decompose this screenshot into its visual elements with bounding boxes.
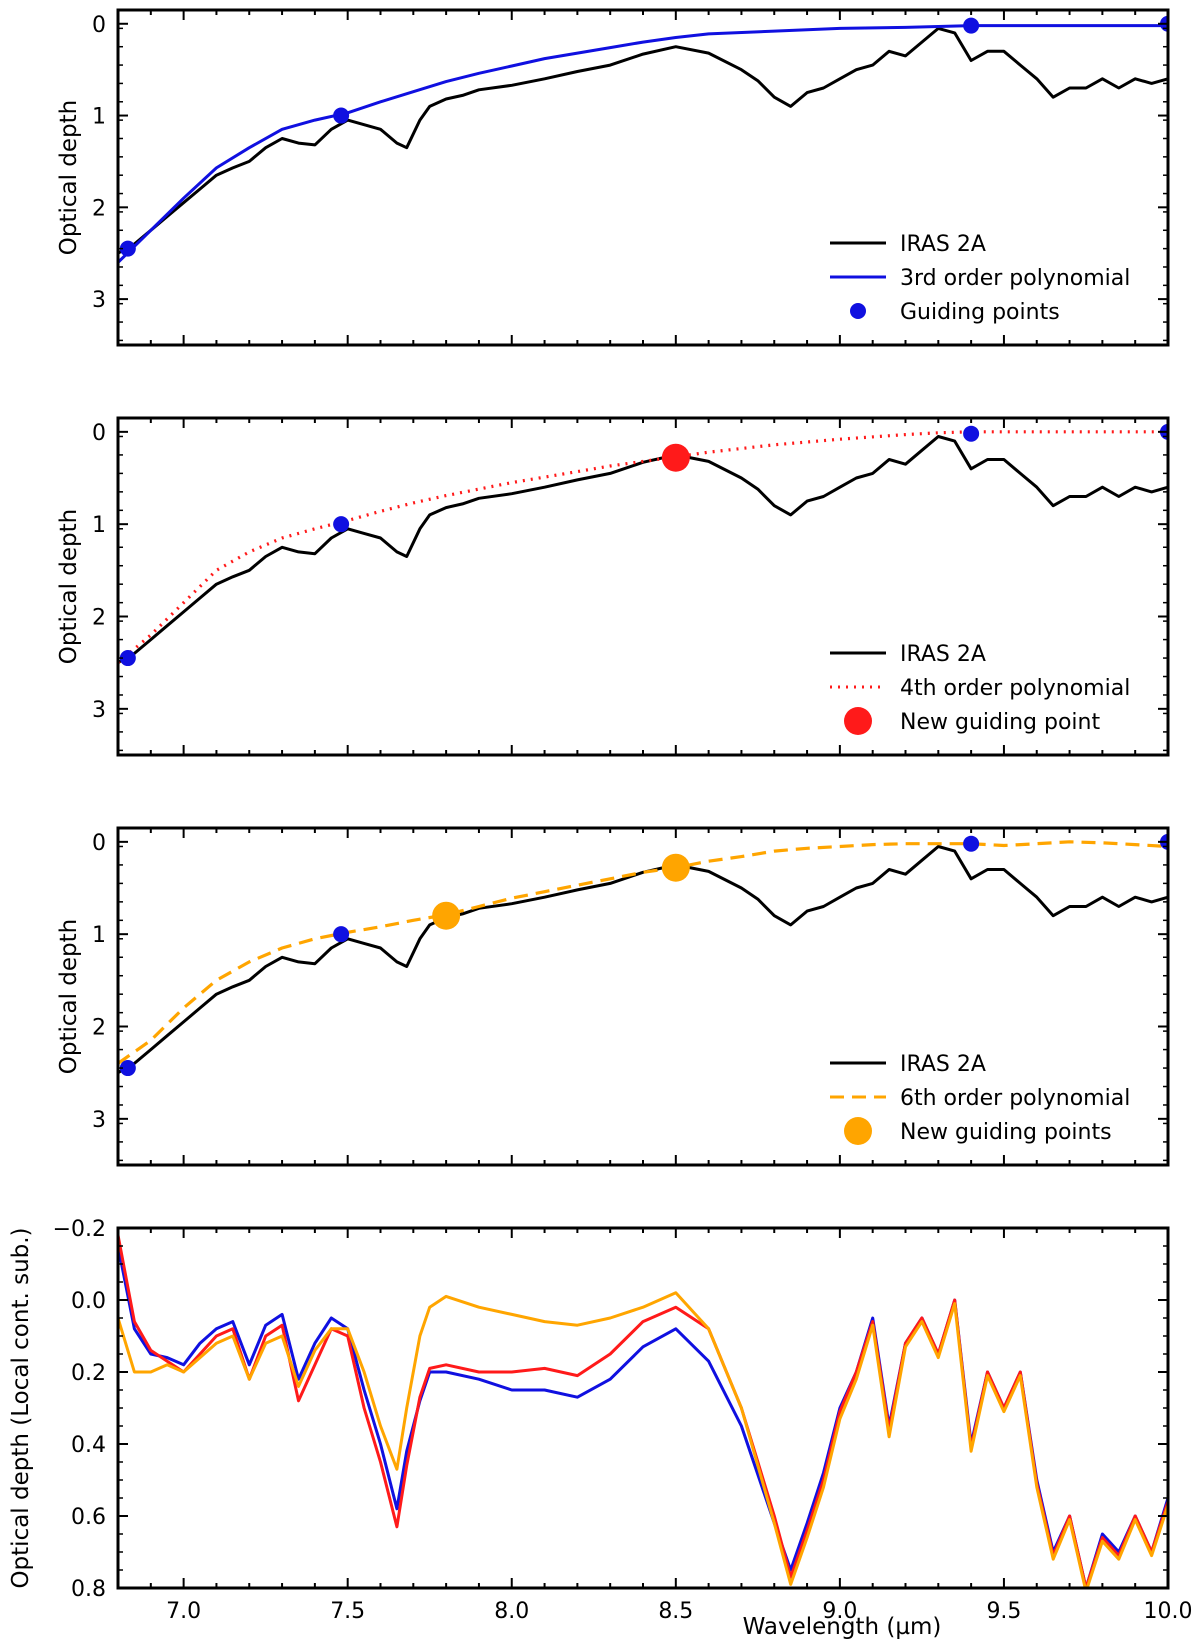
legend-label: Guiding points (900, 300, 1060, 325)
x-tick-label: 9.0 (822, 1599, 857, 1624)
legend: IRAS 2A 3rd order polynomial Guiding point… (830, 232, 1130, 325)
plot-area (118, 423, 1168, 667)
series-line-iras-2a (118, 845, 1168, 1075)
legend-marker (844, 1117, 872, 1145)
panel-4: 7.0 7.5 8.0 8.5 9.0 9.5 10.0 −0.2 0.0 0.2 0.4 0.6 0.… (8, 1217, 1192, 1624)
guiding-point-2 (333, 107, 350, 124)
series-line-4th-order-polynomial (118, 430, 1168, 664)
legend: IRAS 2A 4th order polynomial New guiding p… (830, 642, 1130, 735)
x-tick-label: 7.0 (166, 1599, 201, 1624)
axes-frame (116, 826, 1170, 1167)
panel-2: 0 1 2 3 Optical depth IRAS 2A 4th order polyno… (56, 416, 1170, 757)
y-tick-label: 0.2 (71, 1361, 106, 1386)
y-tick-label: 1 (92, 923, 106, 948)
x-tick-label: 10.0 (1144, 1599, 1193, 1624)
guiding-point-2 (333, 926, 350, 943)
guiding-point-3 (963, 425, 980, 442)
x-tick-label: 7.5 (330, 1599, 365, 1624)
series-line-4th-order-subtracted (118, 1234, 1168, 1588)
plot-area (118, 1234, 1168, 1588)
y-tick-label: 3 (92, 698, 106, 723)
panel-1: 0 1 2 3 Optical depth IRAS 2A 3rd order polyno… (56, 8, 1170, 347)
legend-label: New guiding points (900, 1120, 1112, 1145)
y-tick-label: 3 (92, 1108, 106, 1133)
legend-label: 4th order polynomial (900, 676, 1130, 701)
y-tick-label: 2 (92, 606, 106, 631)
panel-3: 0 1 2 3 Optical depth IRAS 2A 6th order polyno… (56, 826, 1170, 1167)
x-tick-label: 9.5 (986, 1599, 1021, 1624)
legend-label: IRAS 2A (900, 642, 986, 667)
new-guiding-point-1 (432, 901, 461, 930)
y-tick-label: 1 (92, 513, 106, 538)
legend-label: IRAS 2A (900, 1052, 986, 1077)
guiding-point-1 (119, 1060, 136, 1077)
y-tick-label: 0 (92, 421, 106, 446)
guiding-point-1 (119, 240, 136, 257)
legend-label: 3rd order polynomial (900, 266, 1130, 291)
legend-label: IRAS 2A (900, 232, 986, 257)
y-tick-label: 0 (92, 831, 106, 856)
y-tick-label: 0.6 (71, 1505, 106, 1530)
y-tick-label: 3 (92, 288, 106, 313)
legend-label: 6th order polynomial (900, 1086, 1130, 1111)
y-axis-label: Optical depth (Local cont. sub.) (8, 1227, 34, 1588)
guiding-point-1 (119, 650, 136, 667)
plot-area (118, 15, 1168, 264)
y-tick-label: 1 (92, 105, 106, 130)
y-tick-label: 0.8 (71, 1577, 106, 1602)
series-line-3rd-order-subtracted (118, 1245, 1168, 1588)
axes-frame (116, 8, 1170, 347)
y-tick-label: −0.2 (53, 1217, 106, 1242)
guiding-point-2 (333, 516, 350, 533)
series-line-6th-order-subtracted (118, 1291, 1168, 1588)
new-guiding-point-1 (661, 443, 690, 472)
x-tick-label: 8.0 (494, 1599, 529, 1624)
x-axis-label: Wavelength (µm) (743, 1614, 942, 1640)
y-axis-label: Optical depth (56, 100, 82, 256)
legend-label: New guiding point (900, 710, 1100, 735)
legend-marker (844, 707, 872, 735)
x-tick-label: 8.5 (658, 1599, 693, 1624)
plot-area (118, 833, 1168, 1077)
y-axis-label: Optical depth (56, 509, 82, 665)
new-guiding-point-2 (661, 853, 690, 882)
y-tick-label: 0 (92, 13, 106, 38)
y-tick-label: 2 (92, 196, 106, 221)
series-line-iras-2a (118, 435, 1168, 665)
y-tick-label: 0.4 (71, 1433, 106, 1458)
y-tick-label: 2 (92, 1016, 106, 1041)
legend: IRAS 2A 6th order polynomial New guiding p… (830, 1052, 1130, 1145)
y-axis-label: Optical depth (56, 919, 82, 1075)
guiding-point-3 (963, 17, 980, 34)
legend-marker (850, 303, 866, 319)
series-line-3rd-order-polynomial (118, 24, 1168, 264)
axes-frame (116, 1226, 1170, 1590)
y-tick-label: 0.0 (71, 1289, 106, 1314)
guiding-point-3 (963, 835, 980, 852)
series-line-iras-2a (118, 26, 1168, 255)
axes-frame (116, 416, 1170, 757)
